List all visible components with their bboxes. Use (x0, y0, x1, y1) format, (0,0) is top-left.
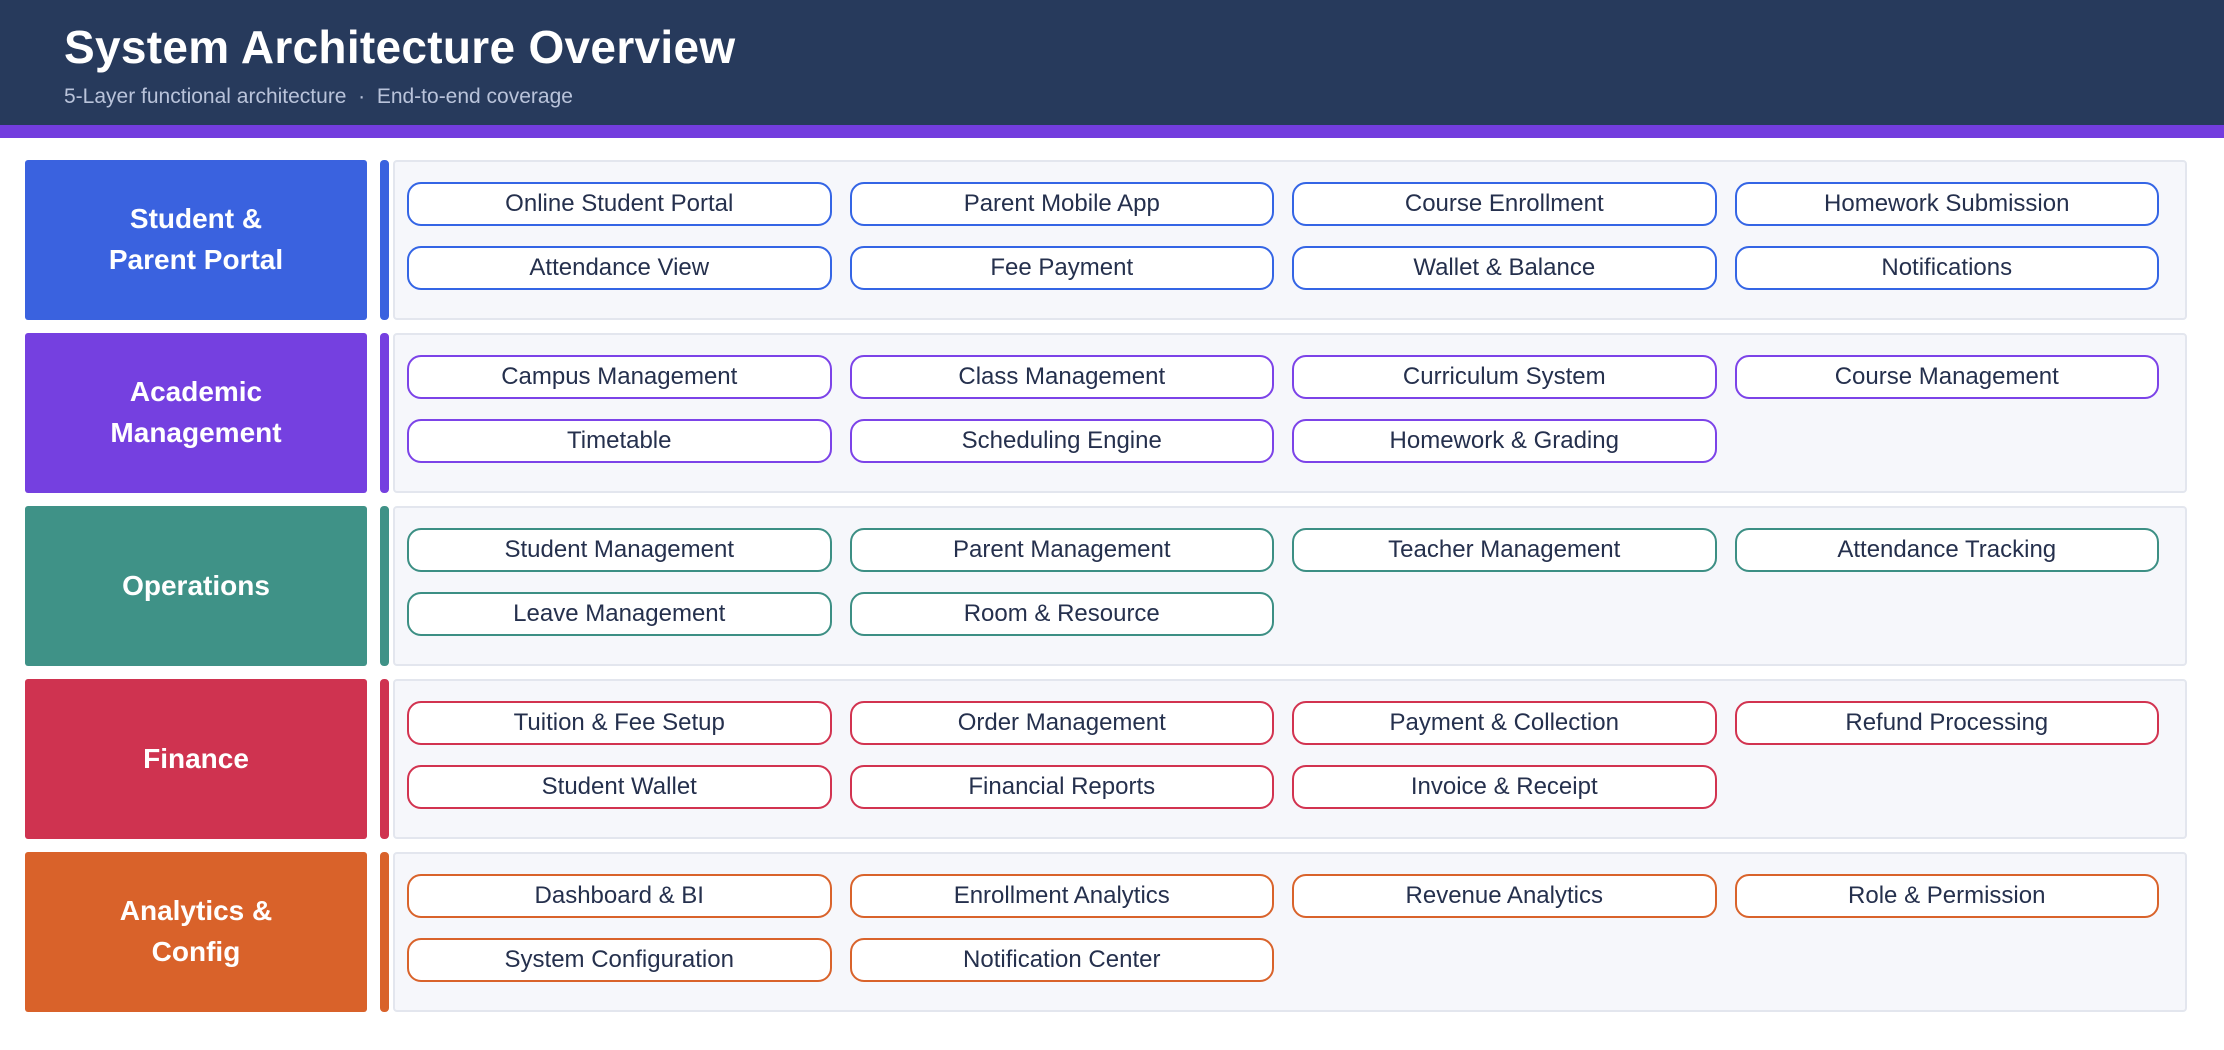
module-pill: Homework & Grading (1292, 419, 1717, 463)
layer-label: Analytics & Config (25, 852, 367, 1012)
module-pill: Student Management (407, 528, 832, 572)
module-pill: System Configuration (407, 938, 832, 982)
layer-row: Academic Management Campus Management Cl… (25, 333, 2187, 493)
layer-accent-bar (380, 852, 389, 1012)
module-pill: Class Management (849, 355, 1274, 399)
layer-panel: Dashboard & BI Enrollment Analytics Reve… (393, 852, 2187, 1012)
layer-panel: Tuition & Fee Setup Order Management Pay… (393, 679, 2187, 839)
layer-accent-bar (380, 506, 389, 666)
layer-panel: Campus Management Class Management Curri… (393, 333, 2187, 493)
layer-label: Academic Management (25, 333, 367, 493)
module-pill: Refund Processing (1734, 701, 2159, 745)
module-pill: Tuition & Fee Setup (407, 701, 832, 745)
module-pill: Notification Center (849, 938, 1274, 982)
header: System Architecture Overview 5-Layer fun… (0, 0, 2224, 125)
module-pill: Student Wallet (407, 765, 832, 809)
module-pill: Wallet & Balance (1292, 246, 1717, 290)
page-title: System Architecture Overview (64, 21, 736, 73)
layer-row: Operations Student Management Parent Man… (25, 506, 2187, 666)
module-pill: Revenue Analytics (1292, 874, 1717, 918)
module-pill: Scheduling Engine (849, 419, 1274, 463)
module-pill: Notifications (1734, 246, 2159, 290)
module-pill: Attendance View (407, 246, 832, 290)
layer-label: Student & Parent Portal (25, 160, 367, 320)
module-pill: Campus Management (407, 355, 832, 399)
page: System Architecture Overview 5-Layer fun… (0, 0, 2224, 1012)
layer-stack: Student & Parent Portal Online Student P… (0, 138, 2224, 1012)
module-pill: Payment & Collection (1292, 701, 1717, 745)
layer-row: Student & Parent Portal Online Student P… (25, 160, 2187, 320)
module-pill: Order Management (849, 701, 1274, 745)
module-pill: Attendance Tracking (1734, 528, 2159, 572)
module-pill: Curriculum System (1292, 355, 1717, 399)
layer-row: Analytics & Config Dashboard & BI Enroll… (25, 852, 2187, 1012)
module-pill: Room & Resource (849, 592, 1274, 636)
module-pill: Homework Submission (1734, 182, 2159, 226)
layer-accent-bar (380, 679, 389, 839)
layer-row: Finance Tuition & Fee Setup Order Manage… (25, 679, 2187, 839)
layer-label: Operations (25, 506, 367, 666)
module-pill: Fee Payment (849, 246, 1274, 290)
module-pill: Online Student Portal (407, 182, 832, 226)
layer-accent-bar (380, 333, 389, 493)
layer-panel: Online Student Portal Parent Mobile App … (393, 160, 2187, 320)
module-pill: Leave Management (407, 592, 832, 636)
layer-accent-bar (380, 160, 389, 320)
module-pill: Dashboard & BI (407, 874, 832, 918)
layer-panel: Student Management Parent Management Tea… (393, 506, 2187, 666)
module-pill: Timetable (407, 419, 832, 463)
module-pill: Role & Permission (1734, 874, 2159, 918)
module-pill: Invoice & Receipt (1292, 765, 1717, 809)
header-accent-strip (0, 125, 2224, 138)
module-pill: Parent Management (849, 528, 1274, 572)
page-subtitle: 5-Layer functional architecture · End-to… (64, 85, 573, 108)
module-pill: Course Management (1734, 355, 2159, 399)
module-pill: Financial Reports (849, 765, 1274, 809)
module-pill: Enrollment Analytics (849, 874, 1274, 918)
module-pill: Teacher Management (1292, 528, 1717, 572)
module-pill: Course Enrollment (1292, 182, 1717, 226)
layer-label: Finance (25, 679, 367, 839)
module-pill: Parent Mobile App (849, 182, 1274, 226)
